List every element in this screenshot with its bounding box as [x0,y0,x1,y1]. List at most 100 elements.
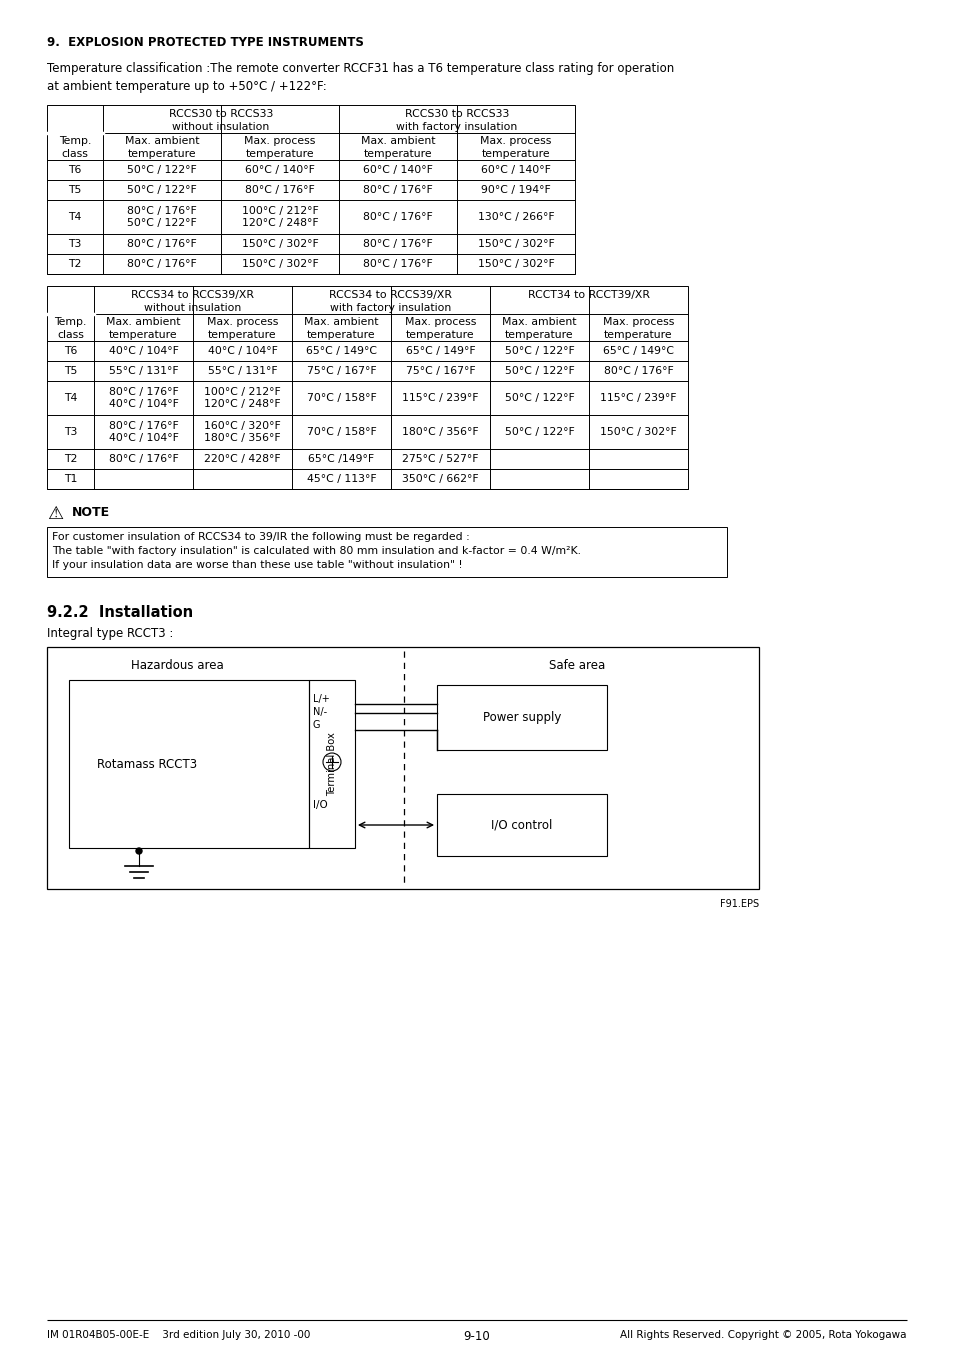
Text: 9-10: 9-10 [463,1330,490,1343]
Text: 65°C /149°F: 65°C /149°F [308,454,375,464]
Text: 50°C / 122°F: 50°C / 122°F [504,393,574,404]
Text: 60°C / 140°F: 60°C / 140°F [363,165,433,176]
Text: RCCS30 to RCCS33
with factory insulation: RCCS30 to RCCS33 with factory insulation [395,109,517,132]
Text: T2: T2 [64,454,77,464]
Bar [47,647,759,890]
Text: 9.2.2  Installation: 9.2.2 Installation [47,605,193,620]
Text: 50°C / 122°F: 50°C / 122°F [504,427,574,437]
Text: T2: T2 [69,259,82,269]
Text: IM 01R04B05-00E-E    3rd edition July 30, 2010 -00: IM 01R04B05-00E-E 3rd edition July 30, 2… [47,1330,310,1341]
Text: Max. process
temperature: Max. process temperature [404,317,476,340]
Text: 80°C / 176°F: 80°C / 176°F [109,454,178,464]
Text: 55°C / 131°F: 55°C / 131°F [109,366,178,377]
Text: 40°C / 104°F: 40°C / 104°F [109,346,178,356]
Text: T4: T4 [69,212,82,221]
Text: Hazardous area: Hazardous area [131,659,223,672]
Text: 80°C / 176°F
50°C / 122°F: 80°C / 176°F 50°C / 122°F [127,205,196,228]
Bar [69,680,309,848]
Circle shape [136,848,142,855]
Text: Max. process
temperature: Max. process temperature [244,136,315,159]
Text: All Rights Reserved. Copyright © 2005, Rota Yokogawa: All Rights Reserved. Copyright © 2005, R… [619,1330,906,1341]
Text: T5: T5 [64,366,77,377]
Text: 150°C / 302°F: 150°C / 302°F [477,259,554,269]
Text: 80°C / 176°F
40°C / 104°F: 80°C / 176°F 40°C / 104°F [109,387,178,409]
Text: Safe area: Safe area [548,659,604,672]
Text: 180°C / 356°F: 180°C / 356°F [402,427,478,437]
Text: 100°C / 212°F
120°C / 248°F: 100°C / 212°F 120°C / 248°F [241,205,318,228]
Text: T6: T6 [69,165,82,176]
Text: RCCT34 to RCCT39/XR: RCCT34 to RCCT39/XR [527,290,649,300]
Text: Max. ambient
temperature: Max. ambient temperature [106,317,180,340]
Text: 80°C / 176°F: 80°C / 176°F [363,239,433,248]
Bar [47,286,687,489]
Text: Temperature classification :The remote converter RCCF31 has a T6 temperature cla: Temperature classification :The remote c… [47,62,674,93]
Text: 65°C / 149°C: 65°C / 149°C [306,346,376,356]
Text: L/+
N/-
G: L/+ N/- G [313,694,330,729]
Text: 275°C / 527°F: 275°C / 527°F [402,454,478,464]
Text: T6: T6 [64,346,77,356]
Bar [47,526,726,576]
Text: 90°C / 194°F: 90°C / 194°F [480,185,550,194]
Text: For customer insulation of RCCS34 to 39/IR the following must be regarded :
The : For customer insulation of RCCS34 to 39/… [52,532,580,570]
Text: ⚠: ⚠ [47,505,63,522]
Text: Temp.
class: Temp. class [54,317,87,340]
Text: RCCS34 to RCCS39/XR
without insulation: RCCS34 to RCCS39/XR without insulation [132,290,254,313]
Text: 220°C / 428°F: 220°C / 428°F [204,454,280,464]
Text: 45°C / 113°F: 45°C / 113°F [306,474,375,485]
Text: 160°C / 320°F
180°C / 356°F: 160°C / 320°F 180°C / 356°F [204,421,280,443]
Text: 50°C / 122°F: 50°C / 122°F [504,346,574,356]
Text: RCCS30 to RCCS33
without insulation: RCCS30 to RCCS33 without insulation [169,109,273,132]
Text: T3: T3 [69,239,82,248]
Text: 150°C / 302°F: 150°C / 302°F [241,239,318,248]
Text: 100°C / 212°F
120°C / 248°F: 100°C / 212°F 120°C / 248°F [204,387,280,409]
Text: T5: T5 [69,185,82,194]
Text: 9.  EXPLOSION PROTECTED TYPE INSTRUMENTS: 9. EXPLOSION PROTECTED TYPE INSTRUMENTS [47,36,363,49]
Text: 75°C / 167°F: 75°C / 167°F [306,366,375,377]
Text: 80°C / 176°F: 80°C / 176°F [127,259,196,269]
Text: Power supply: Power supply [482,711,560,724]
Text: 115°C / 239°F: 115°C / 239°F [402,393,478,404]
Text: 50°C / 122°F: 50°C / 122°F [127,165,196,176]
Text: I/O control: I/O control [491,818,552,832]
Bar [436,684,606,751]
Text: 60°C / 140°F: 60°C / 140°F [480,165,551,176]
Text: 150°C / 302°F: 150°C / 302°F [241,259,318,269]
Text: T3: T3 [64,427,77,437]
Text: Integral type RCCT3 :: Integral type RCCT3 : [47,626,173,640]
Text: Max. process
temperature: Max. process temperature [207,317,278,340]
Text: 65°C / 149°C: 65°C / 149°C [602,346,673,356]
Bar [436,794,606,856]
Text: 80°C / 176°F: 80°C / 176°F [363,212,433,221]
Text: 80°C / 176°F: 80°C / 176°F [363,259,433,269]
Text: 70°C / 158°F: 70°C / 158°F [306,393,376,404]
Text: Max. ambient
temperature: Max. ambient temperature [125,136,199,159]
Text: 115°C / 239°F: 115°C / 239°F [599,393,676,404]
Text: 80°C / 176°F: 80°C / 176°F [363,185,433,194]
Text: Max. ambient
temperature: Max. ambient temperature [501,317,577,340]
Text: T1: T1 [64,474,77,485]
Text: F91.EPS: F91.EPS [720,899,759,909]
Text: 50°C / 122°F: 50°C / 122°F [127,185,196,194]
Text: Temp.
class: Temp. class [59,136,91,159]
Text: 80°C / 176°F: 80°C / 176°F [603,366,673,377]
Text: 60°C / 140°F: 60°C / 140°F [245,165,314,176]
Text: 75°C / 167°F: 75°C / 167°F [405,366,475,377]
Text: Terminal Box: Terminal Box [327,732,336,796]
Text: 80°C / 176°F: 80°C / 176°F [127,239,196,248]
Text: 80°C / 176°F
40°C / 104°F: 80°C / 176°F 40°C / 104°F [109,421,178,443]
Text: T4: T4 [64,393,77,404]
Text: 50°C / 122°F: 50°C / 122°F [504,366,574,377]
Text: 55°C / 131°F: 55°C / 131°F [208,366,277,377]
Text: Rotamass RCCT3: Rotamass RCCT3 [97,757,197,771]
Text: RCCS34 to RCCS39/XR
with factory insulation: RCCS34 to RCCS39/XR with factory insulat… [329,290,452,313]
Text: NOTE: NOTE [71,506,110,518]
Text: 80°C / 176°F: 80°C / 176°F [245,185,314,194]
Text: 350°C / 662°F: 350°C / 662°F [402,474,478,485]
Text: Max. ambient
temperature: Max. ambient temperature [360,136,435,159]
Text: I/O: I/O [313,801,328,810]
Text: 130°C / 266°F: 130°C / 266°F [477,212,554,221]
Text: Max. process
temperature: Max. process temperature [602,317,674,340]
Text: 150°C / 302°F: 150°C / 302°F [477,239,554,248]
Text: 40°C / 104°F: 40°C / 104°F [208,346,277,356]
Text: 150°C / 302°F: 150°C / 302°F [599,427,677,437]
